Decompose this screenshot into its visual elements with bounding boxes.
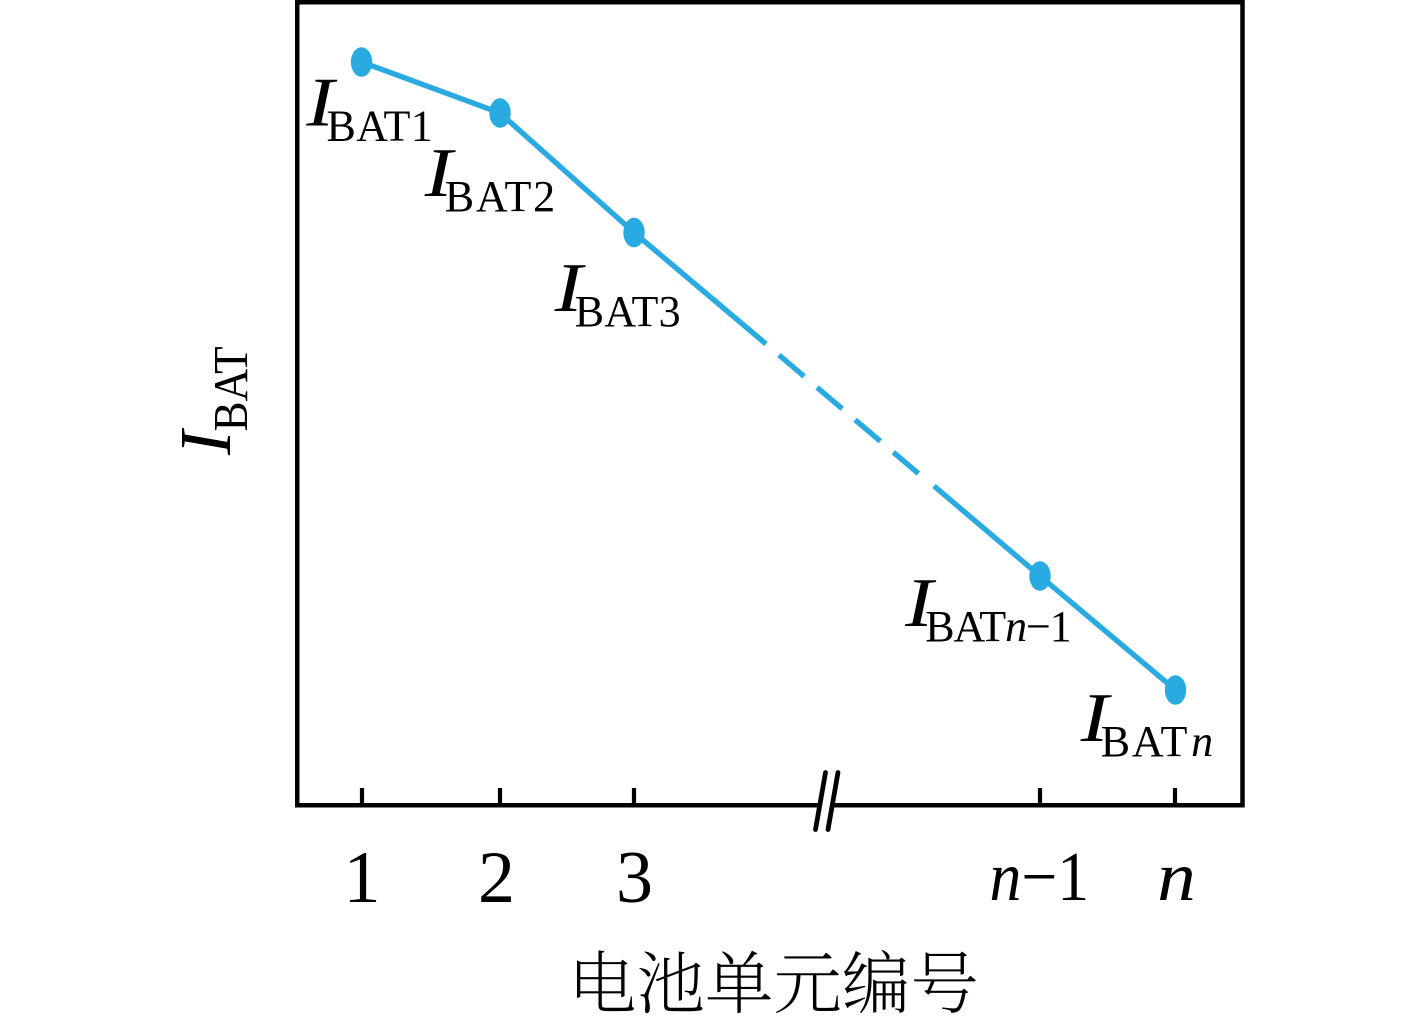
svg-text:BAT: BAT bbox=[203, 346, 258, 431]
svg-text:I: I bbox=[305, 63, 337, 141]
svg-text:BATn: BATn bbox=[1101, 717, 1213, 766]
svg-text:I: I bbox=[424, 133, 456, 211]
svg-text:I: I bbox=[1080, 678, 1112, 756]
svg-text:BAT3: BAT3 bbox=[575, 287, 681, 336]
svg-text:3: 3 bbox=[616, 837, 653, 919]
svg-text:I: I bbox=[165, 427, 246, 456]
svg-text:n: n bbox=[1157, 837, 1196, 915]
svg-text:BAT1: BAT1 bbox=[326, 101, 433, 150]
svg-text:2: 2 bbox=[478, 837, 515, 919]
svg-text:I: I bbox=[904, 563, 936, 641]
svg-text:BAT2: BAT2 bbox=[445, 172, 557, 221]
svg-text:I: I bbox=[554, 248, 586, 326]
svg-text:n−1: n−1 bbox=[990, 839, 1090, 916]
svg-text:1: 1 bbox=[344, 837, 381, 919]
svg-text:BATn−1: BATn−1 bbox=[925, 602, 1070, 651]
